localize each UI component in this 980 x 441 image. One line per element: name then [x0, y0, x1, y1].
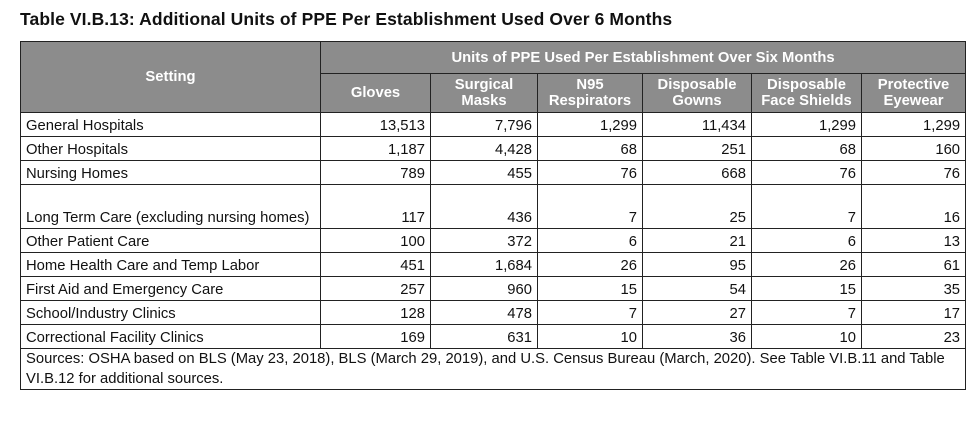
value-cell: 7 [537, 300, 643, 325]
value-cell: 436 [430, 184, 538, 229]
column-header-line: Disposable [657, 77, 737, 93]
value-cell: 35 [860, 276, 967, 301]
value-cell: 4,428 [430, 136, 538, 161]
table-row: Correctional Facility Clinics 169 631 10 36 1… [20, 324, 967, 349]
table-row: Nursing Homes 789 455 76 668 76 76 [20, 160, 967, 185]
value-cell: 7 [751, 300, 862, 325]
value-cell: 6 [537, 228, 643, 253]
value-cell: 68 [751, 136, 862, 161]
value-cell: 76 [860, 160, 967, 185]
column-header-line: N95 [576, 77, 604, 93]
value-cell: 100 [320, 228, 431, 253]
column-header-line: Respirators [548, 93, 632, 109]
table-row: Other Patient Care 100 372 6 21 6 13 [20, 228, 967, 253]
value-cell: 26 [537, 252, 643, 277]
value-cell: 10 [537, 324, 643, 349]
setting-cell: First Aid and Emergency Care [20, 276, 321, 301]
value-cell: 13 [860, 228, 967, 253]
value-cell: 54 [642, 276, 752, 301]
value-cell: 169 [320, 324, 431, 349]
value-cell: 160 [860, 136, 967, 161]
table-row: Other Hospitals 1,187 4,428 68 251 68 160 [20, 136, 967, 161]
value-cell: 451 [320, 252, 431, 277]
value-cell: 23 [860, 324, 967, 349]
value-cell: 631 [430, 324, 538, 349]
column-header-line: Masks [461, 93, 507, 109]
value-cell: 478 [430, 300, 538, 325]
value-cell: 257 [320, 276, 431, 301]
table-row: First Aid and Emergency Care 257 960 15 54 15… [20, 276, 967, 301]
value-cell: 95 [642, 252, 752, 277]
value-cell: 17 [860, 300, 967, 325]
column-header: Gloves [320, 73, 431, 113]
setting-cell: General Hospitals [20, 112, 321, 137]
value-cell: 7,796 [430, 112, 538, 137]
table-header: Setting Units of PPE Used Per Establishm… [20, 41, 967, 113]
value-cell: 36 [642, 324, 752, 349]
value-cell: 128 [320, 300, 431, 325]
value-cell: 960 [430, 276, 538, 301]
column-header-line: Face Shields [761, 93, 852, 109]
value-cell: 789 [320, 160, 431, 185]
source-note: Sources: OSHA based on BLS (May 23, 2018… [19, 348, 967, 390]
group-header: Units of PPE Used Per Establishment Over… [319, 41, 967, 74]
column-header-line: Disposable [767, 77, 846, 93]
column-header: N95 Respirators [537, 73, 643, 113]
value-cell: 10 [751, 324, 862, 349]
value-cell: 15 [751, 276, 862, 301]
value-cell: 68 [537, 136, 643, 161]
value-cell: 668 [642, 160, 752, 185]
value-cell: 251 [642, 136, 752, 161]
value-cell: 76 [751, 160, 862, 185]
column-header: Protective Eyewear [860, 73, 967, 113]
setting-cell: Long Term Care (excluding nursing homes) [20, 184, 321, 229]
value-cell: 117 [320, 184, 431, 229]
table-row: Long Term Care (excluding nursing homes)… [20, 184, 967, 229]
setting-cell: Nursing Homes [20, 160, 321, 185]
column-header-line: Protective [877, 77, 950, 93]
value-cell: 7 [751, 184, 862, 229]
value-cell: 25 [642, 184, 752, 229]
table-row: General Hospitals 13,513 7,796 1,299 11,434 1… [20, 112, 967, 137]
value-cell: 7 [537, 184, 643, 229]
value-cell: 1,187 [320, 136, 431, 161]
setting-cell: School/Industry Clinics [20, 300, 321, 325]
value-cell: 13,513 [320, 112, 431, 137]
column-header-line: Gloves [350, 85, 401, 101]
column-header: Surgical Masks [430, 73, 538, 113]
column-header-line: Gowns [672, 93, 722, 109]
setting-cell: Other Hospitals [20, 136, 321, 161]
value-cell: 6 [751, 228, 862, 253]
setting-cell: Correctional Facility Clinics [20, 324, 321, 349]
value-cell: 1,684 [430, 252, 538, 277]
value-cell: 16 [860, 184, 967, 229]
table-title: Table VI.B.13: Additional Units of PPE P… [20, 9, 673, 29]
setting-header: Setting [20, 41, 321, 113]
table-row: School/Industry Clinics 128 478 7 27 7 17 [20, 300, 967, 325]
value-cell: 61 [860, 252, 967, 277]
table-row: Home Health Care and Temp Labor 451 1,684 2… [20, 252, 967, 277]
value-cell: 26 [751, 252, 862, 277]
value-cell: 1,299 [537, 112, 643, 137]
column-header: Disposable Face Shields [751, 73, 862, 113]
value-cell: 1,299 [860, 112, 967, 137]
ppe-table: Setting Units of PPE Used Per Establishm… [19, 41, 967, 390]
value-cell: 27 [642, 300, 752, 325]
value-cell: 372 [430, 228, 538, 253]
setting-cell: Home Health Care and Temp Labor [20, 252, 321, 277]
value-cell: 455 [430, 160, 538, 185]
value-cell: 11,434 [642, 112, 752, 137]
setting-cell: Other Patient Care [20, 228, 321, 253]
value-cell: 15 [537, 276, 643, 301]
column-header: Disposable Gowns [642, 73, 752, 113]
table-body: General Hospitals 13,513 7,796 1,299 11,434 1… [20, 112, 967, 349]
value-cell: 76 [537, 160, 643, 185]
value-cell: 1,299 [751, 112, 862, 137]
value-cell: 21 [642, 228, 752, 253]
column-header-line: Eyewear [883, 93, 944, 109]
column-header-line: Surgical [454, 77, 514, 93]
